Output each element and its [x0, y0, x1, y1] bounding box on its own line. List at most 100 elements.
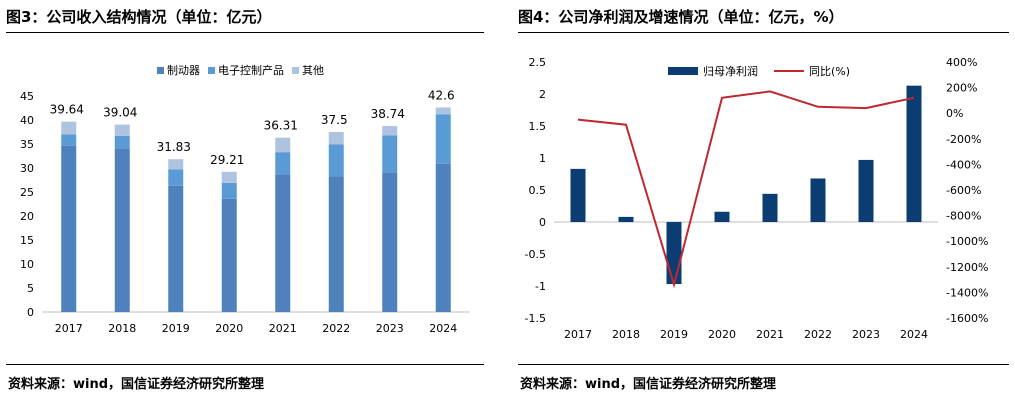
y-tick-label: 0 [27, 306, 34, 319]
bar-segment [114, 124, 130, 136]
x-tick-label: 2018 [108, 322, 136, 335]
legend-label: 同比(%) [809, 65, 850, 78]
total-label: 37.5 [321, 113, 348, 127]
bar-segment [328, 144, 344, 177]
bar-segment [61, 145, 77, 312]
total-label: 36.31 [264, 119, 298, 133]
y2-tick-label: 200% [946, 82, 977, 95]
profit-bar [666, 222, 682, 285]
y-tick-label: 0 [539, 216, 546, 229]
legend-label: 归母净利润 [703, 64, 758, 78]
x-tick-label: 2023 [376, 322, 404, 335]
y-tick-label: 40 [20, 114, 34, 127]
y2-tick-label: -1400% [946, 286, 988, 299]
y2-tick-label: -600% [946, 184, 981, 197]
y-tick-label: -0.5 [525, 248, 546, 261]
bar-segment [382, 135, 398, 173]
x-tick-label: 2019 [162, 322, 190, 335]
x-tick-label: 2021 [269, 322, 297, 335]
x-tick-label: 2017 [55, 322, 83, 335]
bar-segment [435, 163, 451, 312]
bar-segment [114, 135, 130, 149]
profit-bar [858, 159, 874, 222]
y2-tick-label: 400% [946, 56, 977, 69]
x-tick-label: 2024 [900, 328, 928, 341]
legend-label: 制动器 [167, 64, 200, 77]
y-tick-label: 10 [20, 258, 34, 271]
y-tick-label: 30 [20, 162, 34, 175]
bar-segment [61, 121, 77, 135]
bar-segment [61, 134, 77, 146]
x-tick-label: 2024 [429, 322, 457, 335]
growth-line [577, 90, 915, 289]
profit-bar [762, 193, 778, 222]
y2-tick-label: 0% [946, 107, 963, 120]
x-tick-label: 2019 [660, 328, 688, 341]
legend-label: 其他 [302, 64, 324, 77]
profit-bar [570, 168, 586, 222]
figure-title: 图4：公司净利润及增速情况（单位：亿元，%） [518, 8, 844, 26]
legend-label: 电子控制产品 [218, 63, 284, 77]
bar-segment [275, 152, 291, 175]
total-label: 38.74 [371, 107, 405, 121]
bar-segment [114, 148, 130, 312]
bar-segment [382, 126, 398, 136]
y-tick-label: -1.5 [525, 312, 546, 325]
profit-bar [714, 211, 730, 222]
bar-segment [328, 132, 344, 145]
y-tick-label: 35 [20, 138, 34, 151]
y-tick-label: 5 [27, 282, 34, 295]
y-tick-label: 15 [20, 234, 34, 247]
bar-segment [382, 172, 398, 312]
x-tick-label: 2021 [756, 328, 784, 341]
legend-swatch [157, 67, 164, 74]
y2-tick-label: -1200% [946, 261, 988, 274]
y-tick-label: 0.5 [529, 184, 547, 197]
total-label: 39.64 [50, 103, 84, 117]
y2-tick-label: -200% [946, 133, 981, 146]
source-rule [518, 364, 1009, 365]
legend-swatch [292, 67, 299, 74]
x-tick-label: 2020 [215, 322, 243, 335]
profit-bar [906, 85, 922, 223]
x-tick-label: 2023 [852, 328, 880, 341]
legend-swatch [208, 67, 215, 74]
source-note: 资料来源：wind，国信证券经济研究所整理 [520, 377, 777, 392]
bar-segment [168, 159, 184, 170]
revenue-structure-panel: 图3：公司收入结构情况（单位：亿元） 0 5 10 15 20 25 30 35 40 45 39.… [0, 0, 490, 400]
bar-segment [435, 107, 451, 115]
bar-segment [275, 174, 291, 312]
y2-tick-label: -1600% [946, 312, 988, 325]
net-profit-panel: 图4：公司净利润及增速情况（单位：亿元，%） -1.5 -1 -0.5 0 0.5 1 1.… [512, 0, 1015, 400]
net-profit-chart: -1.5 -1 -0.5 0 0.5 1 1.5 2 2.5 -1600% -1400% -1200%… [525, 56, 989, 341]
bar-segment [168, 185, 184, 312]
y-tick-label: 20 [20, 210, 34, 223]
y-tick-label: 1 [539, 152, 546, 165]
x-tick-label: 2022 [804, 328, 832, 341]
y-tick-label: 1.5 [529, 120, 547, 133]
total-label: 39.04 [103, 106, 137, 120]
y2-tick-label: -800% [946, 210, 981, 223]
y-tick-label: 25 [20, 186, 34, 199]
title-rule [518, 32, 1009, 33]
title-rule [6, 32, 484, 33]
source-rule [6, 364, 484, 365]
y-tick-label: 45 [20, 90, 34, 103]
y-tick-label: -1 [535, 280, 546, 293]
profit-bar [810, 178, 826, 222]
x-tick-label: 2020 [708, 328, 736, 341]
y2-tick-label: -1000% [946, 235, 988, 248]
x-tick-label: 2017 [564, 328, 592, 341]
total-label: 42.6 [428, 89, 455, 103]
y-tick-label: 2.5 [529, 56, 547, 69]
x-tick-label: 2022 [322, 322, 350, 335]
bar-segment [168, 169, 184, 186]
total-label: 31.83 [157, 140, 191, 154]
profit-bar [618, 216, 634, 222]
bar-segment [221, 182, 237, 199]
figure-title: 图3：公司收入结构情况（单位：亿元） [6, 8, 272, 26]
bar-segment [435, 114, 451, 164]
bar-segment [328, 176, 344, 312]
total-label: 29.21 [210, 153, 244, 167]
y2-tick-label: -400% [946, 158, 981, 171]
